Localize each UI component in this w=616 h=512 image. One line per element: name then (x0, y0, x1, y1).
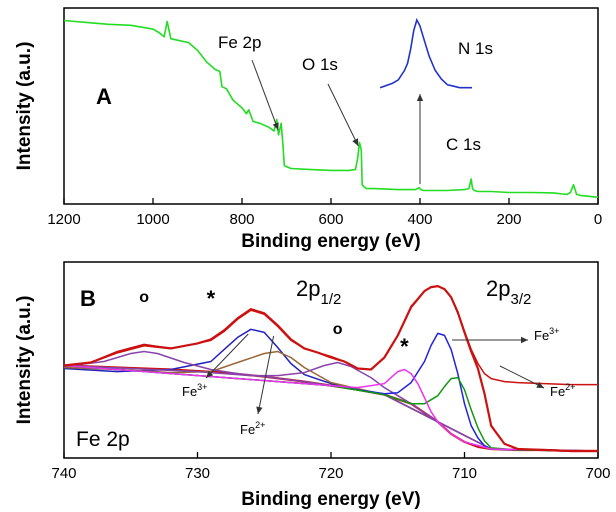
panel-a-inset: N 1s (379, 17, 493, 89)
x-tick-label: 720 (318, 465, 343, 482)
x-tick-label: 1000 (136, 211, 169, 228)
panel-a-x-axis: 1200 1000 800 600 400 200 0 (47, 198, 602, 228)
n1s-inset-line (379, 17, 472, 89)
x-tick-label: 800 (229, 211, 254, 228)
panel-a-survey-series (63, 19, 599, 199)
component-arrow-head (521, 336, 528, 344)
fe2p-fe2-2p3-2-line (63, 364, 599, 452)
panel-b: 740 730 720 710 700 2p1/2 2p3/2 o * o * Fe3+ Fe2+ Fe… (14, 261, 611, 510)
x-tick-label: 200 (496, 211, 521, 228)
panel-b-x-axis-label: Binding energy (eV) (241, 489, 420, 510)
fe2p-fitted-envelope-line (63, 285, 598, 453)
spin-orbit-peak-label: 2p3/2 (486, 276, 531, 308)
component-arrow (205, 333, 249, 379)
x-tick-label: 740 (51, 465, 76, 482)
component-arrow-head (536, 382, 544, 388)
survey-peak-arrow (251, 59, 279, 131)
c1s-arrow-head (416, 94, 424, 101)
x-tick-label: 1200 (47, 211, 80, 228)
fe2p-fe3-2p3-2-line (63, 332, 599, 452)
fe2p-satellite-3-line (63, 364, 599, 452)
x-tick-label: 730 (185, 465, 210, 482)
satellite-marker: o (139, 289, 149, 306)
satellite-marker: o (333, 321, 343, 338)
panel-b-annotations: 2p1/2 2p3/2 o * o * Fe3+ Fe2+ Fe3+ Fe2+ (139, 276, 575, 437)
n1s-inset-label: N 1s (458, 39, 493, 58)
panel-b-y-axis-label: Intensity (a.u.) (14, 296, 35, 425)
panel-a-x-axis-label: Binding energy (eV) (241, 231, 420, 252)
component-arrow (257, 335, 275, 415)
x-tick-label: 0 (594, 211, 602, 228)
satellite-marker: * (400, 334, 409, 359)
x-tick-label: 400 (407, 211, 432, 228)
survey-peak-arrow-head (272, 122, 279, 130)
component-label: Fe3+ (182, 382, 207, 399)
survey-peak-label: Fe 2p (218, 33, 261, 52)
x-tick-label: 700 (585, 465, 610, 482)
survey-peak-arrow (327, 83, 359, 147)
x-tick-label: 600 (318, 211, 343, 228)
x-tick-label: 710 (452, 465, 477, 482)
component-arrow-head (256, 406, 263, 414)
component-arrow (499, 365, 545, 389)
panel-a: 1200 1000 800 600 400 200 0 N 1s Fe 2p O 1s C 1s… (14, 7, 602, 252)
survey-peak-label: C 1s (446, 135, 481, 154)
survey-spectrum-line (63, 19, 599, 199)
survey-peak-label: O 1s (302, 55, 338, 74)
panel-b-corner-label: Fe 2p (76, 428, 130, 451)
component-label: Fe2+ (240, 420, 265, 437)
spin-orbit-peak-label: 2p1/2 (296, 276, 341, 308)
panel-b-fe2p-series (63, 285, 599, 453)
component-label: Fe2+ (550, 382, 575, 399)
panel-a-label: A (96, 84, 112, 109)
panel-a-y-axis-label: Intensity (a.u.) (14, 42, 35, 171)
component-label: Fe3+ (534, 326, 559, 343)
panel-a-annotations: Fe 2p O 1s C 1s (218, 33, 481, 184)
panel-b-x-axis: 740 730 720 710 700 (51, 452, 611, 482)
survey-peak-arrow-head (352, 138, 359, 146)
fe2p-satellite-1-line (63, 350, 599, 452)
fe2p-satellite-2-line (63, 361, 599, 452)
component-arrow-head (206, 370, 214, 378)
panel-b-label: B (80, 286, 96, 311)
satellite-marker: * (207, 286, 216, 311)
